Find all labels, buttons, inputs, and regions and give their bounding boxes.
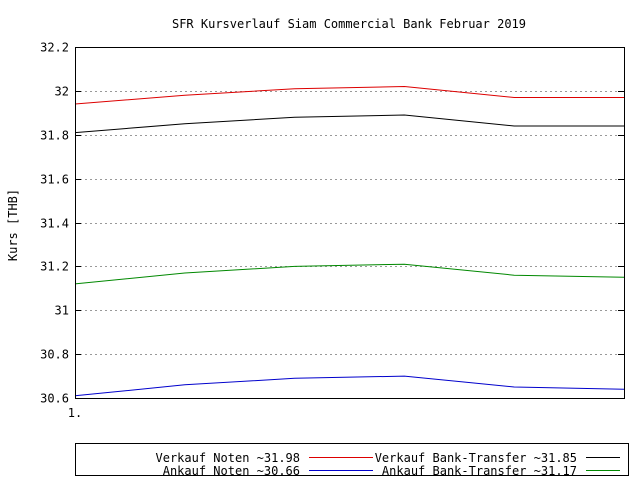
legend-label: Verkauf Bank-Transfer ~31.85 (375, 451, 577, 465)
x-tick-label: 1. (68, 406, 82, 420)
y-tick-label: 30.6 (40, 392, 69, 406)
y-axis-label: Kurs [THB] (6, 189, 20, 261)
series-line-4 (74, 263, 625, 285)
legend-label: Ankauf Noten ~30.66 (163, 464, 300, 478)
y-tick-label: 30.8 (40, 348, 69, 362)
y-tick-label: 31.8 (40, 129, 69, 143)
grid-lines (75, 91, 624, 355)
y-tick-label: 32 (55, 85, 69, 99)
legend: Verkauf Noten ~31.98 Verkauf Bank-Transfe… (75, 443, 629, 478)
series-lines (74, 85, 625, 397)
y-tick-label: 31.6 (40, 173, 69, 187)
y-tick-label: 31.4 (40, 217, 69, 231)
legend-label: Ankauf Bank-Transfer ~31.17 (382, 464, 577, 478)
y-tick-label: 32.2 (40, 41, 69, 55)
series-line-2 (74, 114, 624, 134)
chart-title: SFR Kursverlauf Siam Commercial Bank Feb… (172, 17, 526, 31)
y-tick-label: 31 (55, 304, 69, 318)
x-axis-ticks: 1. (68, 406, 82, 420)
plot-border (75, 47, 625, 399)
legend-box (75, 443, 629, 476)
series-line-1 (74, 85, 624, 105)
y-axis-ticks: 30.6 30.8 31 31.2 31.4 31.6 31.8 32 32.2 (40, 41, 624, 406)
y-tick-label: 31.2 (40, 260, 69, 274)
legend-label: Verkauf Noten ~31.98 (156, 451, 301, 465)
series-line-3 (74, 375, 625, 397)
